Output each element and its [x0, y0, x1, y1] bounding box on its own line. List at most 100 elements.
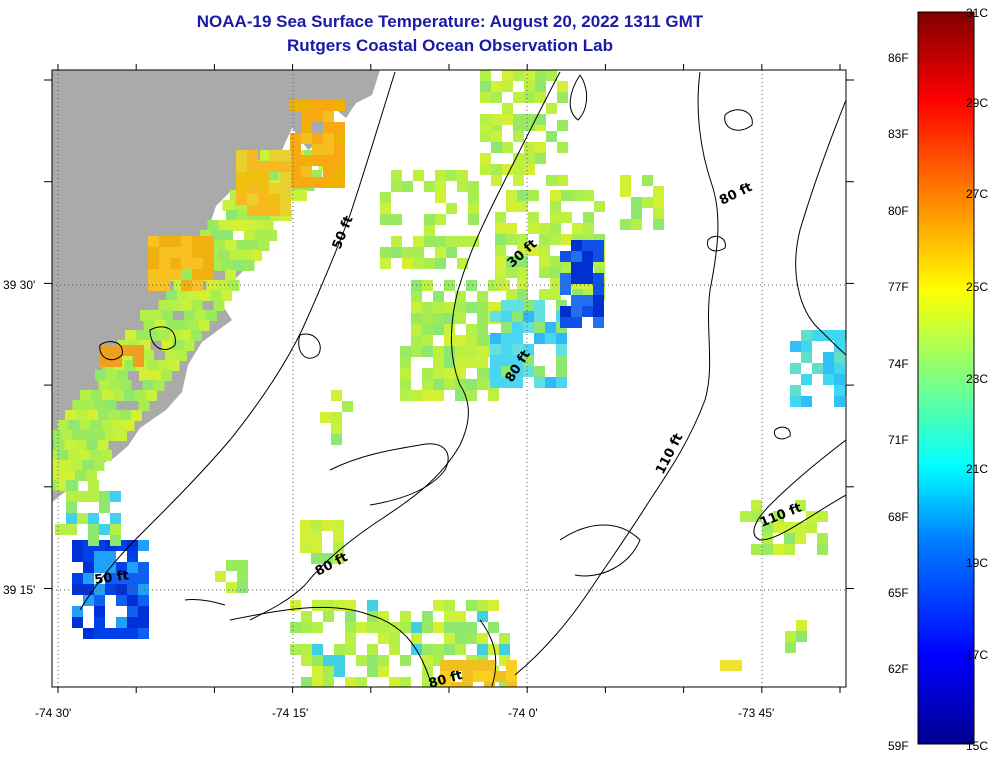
- sst-pixel: [502, 70, 513, 81]
- sst-pixel: [433, 291, 444, 302]
- sst-pixel: [462, 660, 473, 671]
- map-title: NOAA-19 Sea Surface Temperature: August …: [196, 12, 704, 31]
- sst-pixel: [380, 192, 391, 203]
- sst-pixel: [556, 355, 567, 366]
- sst-pixel: [550, 201, 561, 212]
- sst-pixel: [258, 205, 269, 216]
- sst-pixel: [535, 70, 546, 81]
- sst-pixel: [76, 410, 87, 421]
- sst-pixel: [94, 606, 105, 617]
- sst-pixel: [422, 302, 433, 313]
- sst-pixel: [731, 660, 742, 671]
- sst-pixel: [571, 273, 582, 284]
- sst-pixel: [490, 355, 501, 366]
- sst-pixel: [211, 230, 222, 241]
- sst-pixel: [138, 628, 149, 639]
- sst-pixel: [240, 250, 251, 261]
- sst-pixel: [477, 324, 488, 335]
- sst-pixel: [90, 450, 101, 461]
- sst-pixel: [226, 210, 237, 221]
- sst-pixel: [801, 396, 812, 407]
- sst-pixel: [243, 260, 255, 271]
- sst-pixel: [244, 230, 255, 241]
- sst-pixel: [323, 166, 334, 177]
- sst-pixel: [116, 562, 127, 573]
- sst-pixel: [333, 520, 344, 531]
- sst-pixel: [801, 330, 812, 341]
- sst-pixel: [560, 284, 571, 295]
- sst-pixel: [484, 682, 495, 687]
- sst-pixel: [334, 655, 345, 666]
- sst-pixel: [455, 368, 466, 379]
- sst-pixel: [151, 310, 162, 321]
- sst-pixel: [225, 240, 237, 251]
- sst-pixel: [400, 655, 411, 666]
- sst-pixel: [143, 320, 155, 331]
- sst-pixel: [94, 430, 105, 441]
- sst-pixel: [323, 133, 334, 144]
- sst-pixel: [79, 420, 91, 431]
- sst-pixel: [198, 320, 210, 331]
- sst-pixel: [466, 280, 477, 291]
- sst-pixel: [323, 611, 334, 622]
- sst-pixel: [162, 310, 173, 321]
- sst-pixel: [534, 366, 545, 377]
- sst-pixel: [435, 236, 446, 247]
- sst-pixel: [572, 289, 583, 300]
- sst-pixel: [433, 346, 444, 357]
- colorbar-f-label: 77F: [888, 280, 909, 294]
- sst-pixel: [146, 390, 157, 401]
- sst-pixel: [68, 420, 80, 431]
- sst-pixel: [311, 531, 322, 542]
- sst-pixel: [435, 258, 446, 269]
- sst-pixel: [413, 247, 424, 258]
- sst-pixel: [77, 491, 88, 502]
- sst-pixel: [550, 190, 561, 201]
- sst-pixel: [433, 655, 444, 666]
- colorbar-c-label: 25C: [966, 280, 989, 294]
- sst-pixel: [535, 92, 546, 103]
- sst-pixel: [422, 666, 433, 677]
- sst-pixel: [356, 655, 367, 666]
- sst-pixel: [127, 595, 138, 606]
- colorbar-f-label: 65F: [888, 586, 909, 600]
- sst-pixel: [620, 186, 631, 197]
- sst-pixel: [140, 310, 151, 321]
- sst-pixel: [323, 600, 334, 611]
- sst-pixel: [181, 270, 192, 281]
- x-tick-label: -74 30': [35, 706, 72, 720]
- sst-pixel: [148, 258, 159, 269]
- sst-pixel: [466, 302, 477, 313]
- sst-pixel: [269, 205, 280, 216]
- sst-pixel: [180, 300, 192, 311]
- sst-pixel: [512, 377, 523, 388]
- sst-pixel: [571, 295, 582, 306]
- sst-pixel: [323, 655, 334, 666]
- sst-pixel: [312, 111, 323, 122]
- sst-pixel: [100, 356, 111, 367]
- sst-pixel: [280, 183, 291, 194]
- sst-pixel: [334, 177, 345, 188]
- sst-pixel: [301, 644, 312, 655]
- sst-pixel: [444, 379, 455, 390]
- sst-pixel: [290, 144, 301, 155]
- sst-pixel: [124, 360, 136, 371]
- sst-pixel: [506, 256, 517, 267]
- sst-pixel: [495, 671, 506, 682]
- sst-pixel: [83, 551, 94, 562]
- sst-pixel: [480, 131, 491, 142]
- sst-pixel: [823, 374, 834, 385]
- sst-pixel: [513, 164, 524, 175]
- sst-pixel: [524, 164, 535, 175]
- sst-pixel: [455, 633, 466, 644]
- sst-pixel: [433, 313, 444, 324]
- sst-pixel: [52, 480, 57, 491]
- sst-pixel: [391, 214, 402, 225]
- sst-pixel: [501, 377, 512, 388]
- sst-pixel: [93, 460, 105, 471]
- sst-pixel: [356, 677, 367, 687]
- sst-pixel: [642, 175, 653, 186]
- sst-pixel: [502, 103, 513, 114]
- sst-pixel: [110, 524, 121, 535]
- sst-pixel: [100, 345, 111, 356]
